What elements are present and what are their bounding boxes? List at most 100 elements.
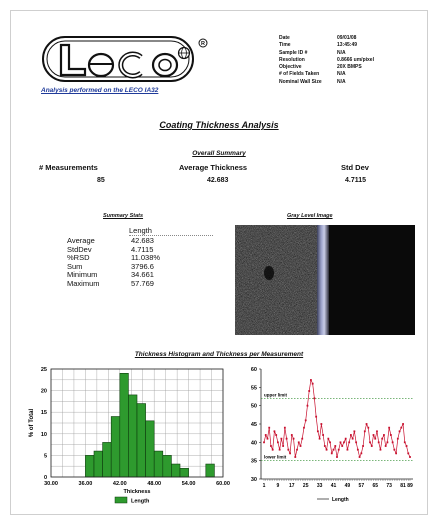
data-point (384, 445, 387, 447)
measurements-value: 85 (97, 177, 105, 184)
histogram-bar (85, 455, 95, 478)
data-point (393, 448, 396, 451)
data-point (297, 441, 300, 444)
data-point (330, 452, 333, 455)
metadata-row: Date 09/01/08 (279, 35, 417, 42)
data-point (301, 437, 304, 440)
summary-row: Sum 3796.6 (67, 261, 160, 272)
data-point (346, 448, 349, 451)
metadata-row: Time 13:45:49 (279, 42, 417, 49)
data-point (391, 441, 394, 444)
data-point (299, 445, 302, 447)
data-point (363, 430, 366, 433)
data-point (362, 445, 364, 447)
y-tick-label: 50 (251, 404, 257, 410)
thickness-histogram: 0 5 10 15 20 25 30.00 36.00 42.00 48.00 54.00 60.00… (29, 367, 230, 505)
histogram-bar (171, 463, 181, 478)
x-tick-label: 17 (289, 483, 295, 489)
data-point (339, 441, 342, 444)
legend-label: Length (332, 497, 349, 503)
y-tick-label: 30 (251, 477, 257, 483)
average-thickness-value: 42.683 (207, 177, 229, 184)
data-point (306, 404, 309, 407)
x-tick-label: 89 (407, 483, 413, 489)
data-point (280, 437, 283, 440)
data-point (407, 452, 410, 455)
svg-text:R: R (201, 41, 205, 47)
y-tick-label: 25 (41, 367, 47, 373)
micrograph-graphic (235, 225, 415, 335)
summary-label: Maximum (67, 278, 100, 288)
histogram-bar (119, 373, 129, 478)
data-point (350, 434, 352, 436)
summary-divider (129, 235, 213, 236)
metadata-label: Objective (279, 64, 302, 71)
metadata-value: N/A (337, 78, 346, 85)
x-tick-label: 49 (345, 483, 351, 489)
x-tick-label: 9 (277, 483, 280, 489)
data-point (353, 430, 356, 433)
data-point (400, 426, 403, 429)
data-point (370, 445, 373, 447)
data-point (289, 452, 291, 455)
summary-label: StdDev (67, 244, 92, 254)
metadata-label: Sample ID # (279, 49, 308, 56)
histogram-section-heading: Thickness Histogram and Thickness per Me… (134, 351, 304, 358)
summary-label: Sum (67, 261, 83, 271)
thickness-per-measurement-chart: upper limit lower limit 30 35 40 45 50 55 60 1 9 17… (251, 367, 413, 503)
data-point (374, 437, 377, 440)
legend-label: Length (131, 499, 150, 505)
histogram-bar (102, 442, 112, 478)
x-tick-label: 48.00 (147, 481, 161, 487)
x-tick-label: 25 (303, 483, 309, 489)
summary-value: 11.038% (131, 253, 161, 263)
metadata-value: N/A (337, 49, 346, 56)
data-point (402, 423, 404, 425)
data-point (266, 437, 269, 440)
summary-value: 42.683 (131, 236, 154, 245)
data-point (329, 441, 331, 444)
data-point (287, 448, 290, 451)
data-point (303, 426, 305, 429)
summary-label: Minimum (67, 270, 98, 280)
data-point (348, 441, 351, 444)
report-page: R Analysis performed on the LECO IA32 Da… (10, 10, 428, 515)
metadata-row: Nominal Wall Size N/A (279, 79, 417, 86)
summary-row: Minimum 34.661 (67, 271, 160, 280)
x-tick-label: 42.00 (113, 481, 127, 487)
summary-value: 57.769 (131, 278, 154, 288)
data-point (379, 448, 382, 451)
x-tick-label: 54.00 (182, 481, 196, 487)
data-point (323, 445, 326, 447)
summary-value: 3796.6 (131, 261, 154, 271)
data-point (355, 441, 358, 444)
data-point (388, 426, 391, 429)
summary-row: %RSD 11.038% (67, 254, 160, 263)
measurements-label: # Measurements (39, 163, 98, 172)
data-point (268, 426, 271, 429)
summary-stats-heading: Summary Stats (103, 213, 144, 219)
data-point (290, 434, 293, 436)
histogram-bar (145, 420, 155, 478)
data-point (398, 430, 401, 433)
metadata-value: 0.8666 um/pixel (337, 56, 374, 63)
legend-swatch (114, 496, 128, 504)
x-tick-label: 33 (317, 483, 323, 489)
x-tick-label: 57 (359, 483, 365, 489)
histogram-bar (110, 416, 121, 478)
data-point (315, 415, 318, 418)
tagline: Analysis performed on the LECO IA32 (41, 87, 159, 94)
x-tick-label: 73 (386, 483, 392, 489)
data-point (294, 456, 297, 458)
data-point (386, 441, 389, 444)
metadata-value: 20X BMPS (337, 64, 362, 71)
x-tick-label: 65 (372, 483, 378, 489)
data-point (336, 456, 338, 458)
leco-logo: R (41, 33, 216, 85)
metadata-label: Nominal Wall Size (279, 78, 322, 85)
data-point (367, 426, 370, 429)
y-tick-label: 60 (251, 367, 257, 373)
metadata-label: Time (279, 42, 291, 49)
y-axis-label: % of Total (29, 409, 35, 438)
y-tick-label: 40 (251, 440, 257, 446)
